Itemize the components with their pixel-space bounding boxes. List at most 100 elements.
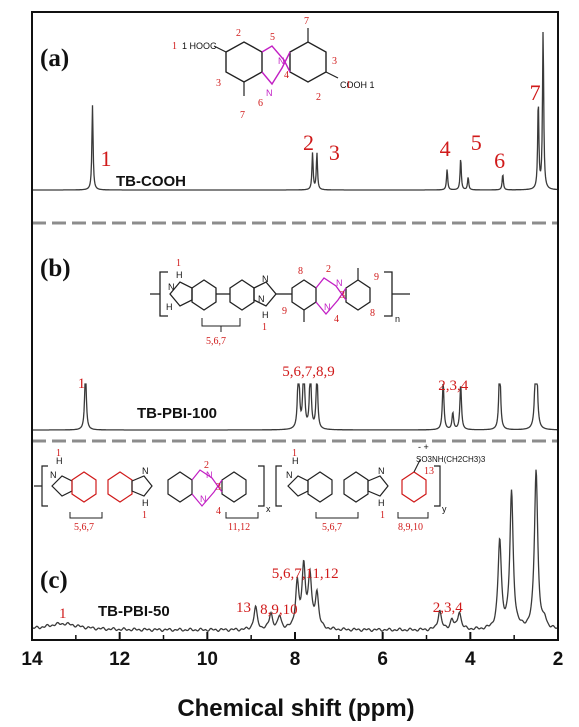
structure-b-n-left-top: N	[168, 282, 175, 292]
structure-a-num-1-left: 1	[172, 41, 177, 52]
structure-b-n-repeat: n	[395, 314, 400, 324]
spectrum-trace-b	[33, 383, 557, 431]
spectrum-trace-a	[33, 31, 558, 191]
peak-label-a-4: 5	[471, 130, 482, 155]
peak-label-c-2: 8,9,10	[260, 602, 298, 618]
x-tick-label-2: 2	[553, 649, 564, 670]
peak-label-b-5: 2,3,4	[438, 378, 469, 394]
structure-a-num-6: 6	[258, 98, 263, 109]
peak-label-c-4: 5,6,7,11,12	[272, 566, 339, 582]
peak-label-a-1: 2	[303, 130, 314, 155]
structure-c-brace-1	[69, 512, 103, 519]
structure-b-num-567: 5,6,7	[206, 336, 226, 347]
structure-c-charge-sign: - +	[418, 442, 429, 452]
structure-c-imidazole-2	[131, 475, 153, 497]
structure-c-num-8910: 8,9,10	[398, 522, 423, 533]
structure-a-num-1-right: 1	[346, 80, 351, 91]
structure-c-h-3: H	[292, 456, 299, 466]
structure-b-bracket-right	[384, 271, 410, 317]
structure-c-num-1112: 11,12	[228, 522, 250, 533]
structure-b-h-right-bottom: H	[262, 310, 269, 320]
structure-c-n-1: N	[50, 470, 57, 480]
structure-c-n-3: N	[286, 470, 293, 480]
structure-b-n-right-bottom: N	[258, 294, 265, 304]
structure-a-num-7-top: 7	[304, 16, 309, 27]
structure-c-bracket-y-right	[434, 465, 441, 507]
structure-c-benzene-2	[107, 471, 133, 503]
structure-c-h-2: H	[142, 498, 149, 508]
structure-c-n-tb-upper: N	[206, 470, 213, 480]
structure-c-num-567-b: 5,6,7	[322, 522, 342, 533]
peak-label-b-1: 5,6,7,8,9	[282, 364, 335, 380]
structure-b-num-1-top: 1	[176, 258, 181, 269]
peak-label-a-5: 6	[494, 148, 505, 173]
structure-a-num-2-right: 2	[316, 92, 321, 103]
structure-c-n-4: N	[378, 466, 385, 476]
structure-c-brace-4	[397, 512, 429, 519]
structure-a-num-7-bottom: 7	[240, 110, 245, 121]
structure-c-bracket-y-left	[275, 465, 282, 507]
structure-c-num-1-b: 1	[142, 510, 147, 521]
structure-c-brace-2	[225, 512, 259, 519]
structure-c-brace-3	[315, 512, 359, 519]
structure-c-h-4: H	[378, 498, 385, 508]
x-tick-label-6: 6	[377, 649, 388, 670]
structure-c-h-1: H	[56, 456, 63, 466]
spectrum-trace-c	[32, 469, 558, 632]
peak-label-c-1: 13	[236, 600, 251, 616]
structure-b-bracket-left	[150, 271, 168, 317]
structure-c-num-1-c: 1	[292, 448, 297, 459]
x-tick-label-4: 4	[465, 649, 476, 670]
structure-c-num-3: 3	[216, 482, 221, 493]
structure-a-label-cooh: COOH 1	[340, 80, 375, 90]
structure-b-h-left-top: H	[176, 270, 183, 280]
peak-label-a-8: 7	[530, 80, 541, 105]
structure-c-bracket-x-right	[258, 465, 265, 507]
sample-label-a: TB-COOH	[116, 173, 186, 190]
structure-c-troger-bridge	[191, 469, 223, 507]
panel-label-a: (a)	[40, 45, 69, 72]
structure-c-num-4: 4	[216, 506, 221, 517]
structure-b-num-8-bottom: 8	[370, 308, 375, 319]
structure-b-num-2: 2	[326, 264, 331, 275]
structure-a-num-5: 5	[270, 32, 275, 43]
structure-a-n-upper: N	[278, 56, 285, 66]
x-tick-label-14: 14	[21, 649, 43, 670]
structure-c-num-1-d: 1	[380, 510, 385, 521]
structure-c-imidazole-4	[367, 475, 389, 497]
peak-label-c-8: 2,3,4	[433, 600, 464, 616]
structure-c-sulfonate-label: SO3NH(CH2CH3)3	[416, 455, 486, 464]
x-tick-label-10: 10	[197, 649, 218, 670]
structure-b-num-9-right: 9	[374, 272, 379, 283]
structure-c-bracket-x-left	[34, 465, 48, 507]
structure-b-num-8-top: 8	[298, 266, 303, 277]
structure-a: 1 1 HOOC COOH 1 N N 2 3 5 4 6 7 7 3 2 1	[172, 16, 375, 121]
structure-c-num-13: 13	[424, 466, 434, 477]
panel-label-b: (b)	[40, 255, 71, 282]
structure-c-so3-bond	[413, 459, 421, 473]
peak-label-a-0: 1	[101, 146, 112, 171]
x-tick-label-8: 8	[290, 649, 301, 670]
structure-c-num-567-a: 5,6,7	[74, 522, 94, 533]
sample-label-b: TB-PBI-100	[137, 405, 217, 422]
structure-b-num-9-left: 9	[282, 306, 287, 317]
peak-label-b-0: 1	[78, 376, 86, 392]
structure-b-imidazole-right	[253, 281, 277, 307]
structure-c-ring-tb-right	[221, 471, 247, 503]
structure-b-n-lower: N	[324, 302, 331, 312]
structure-b-brace	[201, 318, 241, 332]
structure-b-n-right-top: N	[262, 274, 269, 284]
structure-b-n-upper: N	[336, 278, 343, 288]
structure-c-benzene-3	[307, 471, 333, 503]
peak-label-c-0: 1	[59, 606, 67, 622]
panel-label-c: (c)	[40, 567, 68, 594]
structure-b: H N N H N N H N n 1 1 8 2 9 9 3 4 8 5,6,…	[150, 258, 410, 347]
structure-c: H N N H N N x H N N H y - + SO3NH(CH2CH3…	[34, 442, 486, 533]
x-axis: 14 12 10 8 6 4 2	[21, 632, 563, 670]
structure-a-troger-bridge	[261, 45, 291, 86]
sample-label-c: TB-PBI-50	[98, 603, 170, 620]
x-tick-label-12: 12	[109, 649, 130, 670]
structure-b-benzene-2	[229, 279, 255, 311]
